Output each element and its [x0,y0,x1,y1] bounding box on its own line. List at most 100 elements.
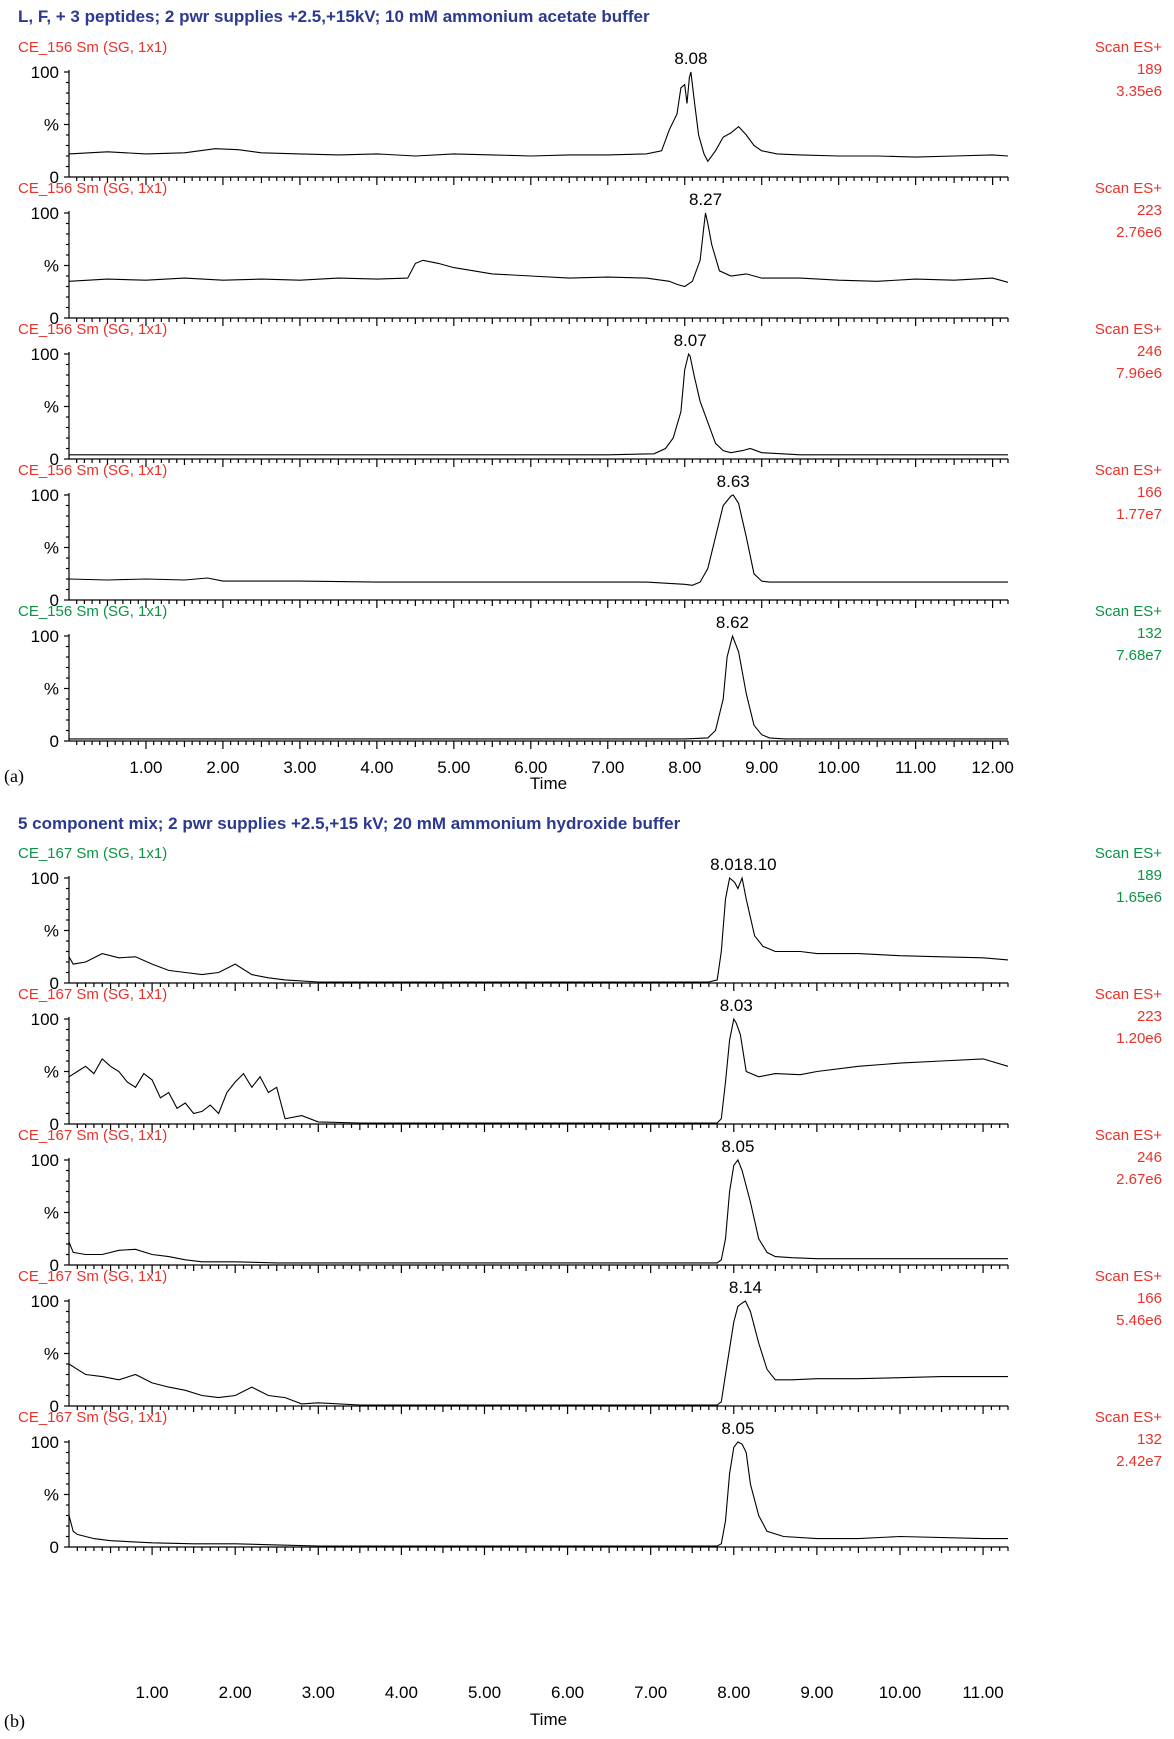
trace-mode-label: Scan ES+ [1095,845,1162,862]
x-tick-label: 7.00 [591,758,624,777]
panel-letter: (a) [4,766,24,787]
trace-intensity-label: 7.68e7 [1116,647,1162,664]
panel-b: 5 component mix; 2 pwr supplies +2.5,+15… [4,814,1162,1732]
trace-intensity-label: 2.67e6 [1116,1171,1162,1188]
trace-line [68,1300,1008,1406]
trace-mz-label: 223 [1137,1008,1162,1025]
trace-sample-label: CE_156 Sm (SG, 1x1) [18,39,167,56]
trace-mz-label: 166 [1137,484,1162,501]
peak-label: 8.07 [674,331,707,350]
y-tick-label: % [44,398,59,417]
trace-sample-label: CE_156 Sm (SG, 1x1) [18,462,167,479]
trace-line [68,212,1009,288]
trace-189: CE_167 Sm (SG, 1x1) Scan ES+ 189 1.65e6 0% 10… [18,845,1162,993]
y-tick-label: % [44,116,59,135]
trace-sample-label: CE_156 Sm (SG, 1x1) [18,321,167,338]
trace-mode-label: Scan ES+ [1095,180,1162,197]
y-tick-label: 100 [31,1010,59,1029]
trace-mz-label: 166 [1137,1290,1162,1307]
peak-label: 8.14 [729,1278,762,1297]
y-tick-label: % [44,1486,59,1505]
y-tick-label: % [44,680,59,699]
trace-sample-label: CE_167 Sm (SG, 1x1) [18,1409,167,1426]
trace-intensity-label: 1.20e6 [1116,1030,1162,1047]
trace-line [69,352,1008,456]
trace-mode-label: Scan ES+ [1095,462,1162,479]
peak-label: 8.08 [674,49,707,68]
trace-intensity-label: 1.77e7 [1116,506,1162,523]
x-tick-label: 3.00 [283,758,316,777]
trace-line [68,71,1009,163]
x-tick-label: 4.00 [385,1683,418,1702]
x-tick-label: 2.00 [206,758,239,777]
x-tick-label: 2.00 [219,1683,252,1702]
y-tick-label: 100 [31,627,59,646]
x-tick-label: 5.00 [468,1683,501,1702]
trace-intensity-label: 2.76e6 [1116,224,1162,241]
y-tick-label: % [44,1063,59,1082]
trace-sample-label: CE_167 Sm (SG, 1x1) [18,845,167,862]
panel-title: L, F, + 3 peptides; 2 pwr supplies +2.5,… [18,7,650,26]
y-tick-label: % [44,539,59,558]
trace-246: CE_167 Sm (SG, 1x1) Scan ES+ 246 2.67e6 0% 10… [18,1127,1162,1275]
peak-label: 8.63 [717,472,750,491]
y-tick-label: % [44,1345,59,1364]
trace-sample-label: CE_167 Sm (SG, 1x1) [18,986,167,1003]
trace-intensity-label: 7.96e6 [1116,365,1162,382]
x-tick-label: 10.00 [817,758,860,777]
trace-sample-label: CE_156 Sm (SG, 1x1) [18,180,167,197]
peak-label: 8.01 [710,855,743,874]
x-tick-label: 8.00 [668,758,701,777]
trace-132: CE_156 Sm (SG, 1x1) Scan ES+ 132 7.68e7 0% 10… [18,603,1162,751]
trace-line [69,634,1008,740]
y-tick-label: 0 [50,1256,59,1275]
y-tick-label: 0 [50,450,59,469]
trace-mode-label: Scan ES+ [1095,1409,1162,1426]
x-axis-title: Time [530,1710,567,1729]
y-tick-label: % [44,1204,59,1223]
trace-mz-label: 246 [1137,1149,1162,1166]
trace-166: CE_156 Sm (SG, 1x1) Scan ES+ 166 1.77e7 0% 10… [18,462,1162,610]
y-tick-label: 100 [31,1292,59,1311]
panel-letter: (b) [4,1711,25,1732]
x-axis-title: Time [530,774,567,793]
y-tick-label: 0 [50,168,59,187]
y-tick-label: 0 [50,1397,59,1416]
y-tick-label: 0 [50,974,59,993]
panel-title: 5 component mix; 2 pwr supplies +2.5,+15… [18,814,681,833]
x-tick-label: 1.00 [136,1683,169,1702]
x-tick-label: 1.00 [129,758,162,777]
x-tick-label: 6.00 [514,758,547,777]
y-tick-label: 100 [31,63,59,82]
peak-label: 8.10 [744,855,777,874]
trace-intensity-label: 1.65e6 [1116,889,1162,906]
trace-line [68,1158,1008,1264]
trace-line [68,1017,1009,1124]
trace-mz-label: 223 [1137,202,1162,219]
trace-166: CE_167 Sm (SG, 1x1) Scan ES+ 166 5.46e6 0% 10… [18,1268,1162,1416]
trace-mode-label: Scan ES+ [1095,603,1162,620]
trace-intensity-label: 3.35e6 [1116,83,1162,100]
x-tick-label: 10.00 [879,1683,922,1702]
peak-label: 8.05 [721,1137,754,1156]
trace-intensity-label: 5.46e6 [1116,1312,1162,1329]
x-tick-label: 11.00 [962,1683,1003,1702]
trace-sample-label: CE_167 Sm (SG, 1x1) [18,1268,167,1285]
x-tick-label: 11.00 [895,758,936,777]
trace-mz-label: 132 [1137,1431,1162,1448]
y-tick-label: 100 [31,869,59,888]
y-tick-label: % [44,257,59,276]
x-tick-label: 5.00 [437,758,470,777]
x-tick-label: 8.00 [717,1683,750,1702]
y-tick-label: 100 [31,1433,59,1452]
x-tick-label: 4.00 [360,758,393,777]
trace-intensity-label: 2.42e7 [1116,1453,1162,1470]
x-tick-label: 9.00 [800,1683,833,1702]
trace-sample-label: CE_167 Sm (SG, 1x1) [18,1127,167,1144]
trace-mz-label: 189 [1137,867,1162,884]
peak-label: 8.05 [721,1419,754,1438]
trace-mode-label: Scan ES+ [1095,321,1162,338]
peak-label: 8.03 [720,996,753,1015]
y-tick-label: 100 [31,345,59,364]
trace-mode-label: Scan ES+ [1095,1127,1162,1144]
